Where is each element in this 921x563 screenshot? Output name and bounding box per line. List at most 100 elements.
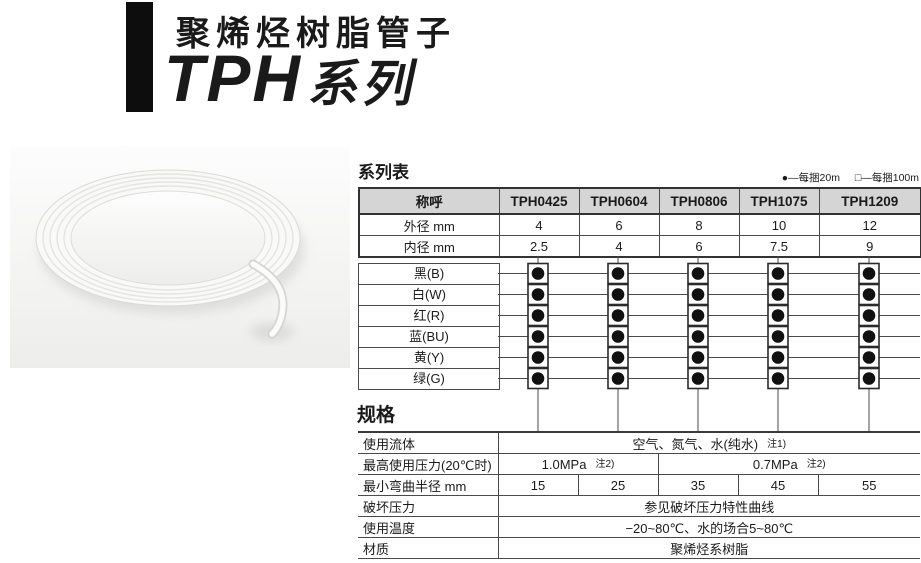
series-table-header-row: 称呼 TPH0425 TPH0604 TPH0806 TPH1075 TPH12… xyxy=(358,187,921,215)
availability-symbol-dot-in-square xyxy=(858,325,880,348)
bundle-legend: ●—每捆20m □—每捆100m xyxy=(770,170,919,185)
availability-symbol-dot-in-square xyxy=(527,346,549,369)
color-row-yellow: 黄(Y) xyxy=(359,348,499,369)
availability-symbol-dot-in-square xyxy=(687,262,709,285)
availability-symbol-dot-in-square xyxy=(687,346,709,369)
color-row-black: 黑(B) xyxy=(359,264,499,285)
note-marker: 注1) xyxy=(767,438,787,450)
spec-row-min-bend-radius: 最小弯曲半径 mm 15 25 35 45 55 xyxy=(358,474,921,496)
availability-symbol-dot-in-square xyxy=(607,283,629,306)
value-cell: 空气、氮气、水(纯水) 注1) xyxy=(497,432,921,454)
square-icon: □ xyxy=(854,172,862,184)
spec-row-burst-pressure: 破坏压力 参见破坏压力特性曲线 xyxy=(358,495,921,517)
value-cell: 8 xyxy=(658,213,740,236)
table-row-inner-diameter: 内径 mm 2.5 4 6 7.5 9 xyxy=(358,235,921,258)
value-cell: 6 xyxy=(658,235,740,258)
legend-item-100m: □—每捆100m xyxy=(854,172,919,184)
color-row-green: 绿(G) xyxy=(413,371,445,386)
row-label: 使用流体 xyxy=(358,432,499,454)
availability-symbol-dot-in-square xyxy=(527,283,549,306)
availability-symbol-dot-in-square xyxy=(687,325,709,348)
value-cell: 1.0MPa 注2) xyxy=(497,453,658,475)
availability-symbol-dot-in-square xyxy=(767,262,789,285)
availability-symbol-dot-in-square xyxy=(767,346,789,369)
availability-symbol-dot-in-square xyxy=(527,367,549,390)
value-cell: 55 xyxy=(817,474,921,496)
value-cell: 2.5 xyxy=(498,235,580,258)
series-code: TPH xyxy=(164,41,302,115)
availability-symbol-dot-in-square xyxy=(527,262,549,285)
value-cell: 45 xyxy=(737,474,818,496)
availability-symbol-dot-in-square xyxy=(767,283,789,306)
color-row-blue: 蓝(BU) xyxy=(359,327,499,348)
column-header-designation: 称呼 xyxy=(358,187,500,215)
availability-symbol-dot-in-square xyxy=(858,346,880,369)
value-cell: 聚烯烃系树脂 xyxy=(497,537,921,559)
availability-symbol-dot-in-square xyxy=(607,325,629,348)
page-title: 聚烯烃树脂管子 xyxy=(176,15,456,53)
availability-symbol-dot-in-square xyxy=(607,346,629,369)
table-row-outer-diameter: 外径 mm 4 6 8 10 12 xyxy=(358,213,921,236)
column-header-model: TPH0806 xyxy=(658,187,740,215)
availability-symbol-dot-in-square xyxy=(858,262,880,285)
availability-symbol-dot-in-square xyxy=(858,367,880,390)
series-table-heading: 系列表 xyxy=(358,163,409,182)
spec-row-fluid: 使用流体 空气、氮气、水(纯水) 注1) xyxy=(358,432,921,454)
spec-table-heading: 规格 xyxy=(357,405,396,426)
color-label-box: 黑(B) 白(W) 红(R) 蓝(BU) 黄(Y) 绿(G) xyxy=(358,263,500,390)
value-cell: 12 xyxy=(818,213,921,236)
note-marker: 注2) xyxy=(806,458,826,470)
value-cell: 15 xyxy=(497,474,578,496)
availability-symbol-dot-in-square xyxy=(858,304,880,327)
row-label: 破坏压力 xyxy=(358,495,499,517)
value-cell: 0.7MPa 注2) xyxy=(657,453,921,475)
row-label: 最高使用压力(20℃时) xyxy=(358,453,499,475)
availability-symbol-dot-in-square xyxy=(767,304,789,327)
availability-symbol-dot-in-square xyxy=(527,325,549,348)
value-cell: 25 xyxy=(577,474,658,496)
product-photo-tubing-coil xyxy=(10,146,350,368)
spec-table: 使用流体 空气、氮气、水(纯水) 注1) 最高使用压力(20℃时) 1.0MPa 注… xyxy=(358,431,921,559)
availability-symbol-dot-in-square xyxy=(767,325,789,348)
value-cell: 7.5 xyxy=(738,235,820,258)
availability-symbol-dot-in-square xyxy=(858,283,880,306)
availability-symbol-dot-in-square xyxy=(527,304,549,327)
legend-item-20m: ●—每捆20m xyxy=(781,172,840,184)
title-accent-bar xyxy=(126,2,153,112)
color-row-white: 白(W) xyxy=(359,285,499,306)
column-header-model: TPH0604 xyxy=(578,187,660,215)
value-cell: 4 xyxy=(498,213,580,236)
note-marker: 注2) xyxy=(595,458,615,470)
column-header-model: TPH0425 xyxy=(498,187,580,215)
value-cell: 10 xyxy=(738,213,820,236)
value-cell: 参见破坏压力特性曲线 xyxy=(497,495,921,517)
value-cell: −20~80℃、水的场合5~80℃ xyxy=(497,516,921,538)
availability-symbol-dot-in-square xyxy=(607,304,629,327)
availability-symbol-dot-in-square xyxy=(607,367,629,390)
series-suffix: 系列 xyxy=(305,56,426,112)
value-cell: 35 xyxy=(657,474,738,496)
row-label: 使用温度 xyxy=(358,516,499,538)
availability-matrix xyxy=(498,256,920,432)
value-cell: 9 xyxy=(818,235,921,258)
availability-symbol-dot-in-square xyxy=(687,304,709,327)
color-row-red: 红(R) xyxy=(359,306,499,327)
row-label: 最小弯曲半径 mm xyxy=(358,474,499,496)
series-title: TPH系列 xyxy=(164,40,425,116)
value-cell: 6 xyxy=(578,213,660,236)
availability-symbol-dot-in-square xyxy=(767,367,789,390)
availability-symbol-dot-in-square xyxy=(687,367,709,390)
row-label: 内径 mm xyxy=(358,235,500,258)
filled-circle-icon: ● xyxy=(781,172,789,184)
spec-row-operating-temperature: 使用温度 −20~80℃、水的场合5~80℃ xyxy=(358,516,921,538)
value-cell: 4 xyxy=(578,235,660,258)
column-header-model: TPH1209 xyxy=(818,187,921,215)
availability-symbol-dot-in-square xyxy=(687,283,709,306)
row-label: 外径 mm xyxy=(358,213,500,236)
column-header-model: TPH1075 xyxy=(738,187,820,215)
availability-symbol-dot-in-square xyxy=(607,262,629,285)
series-table: 称呼 TPH0425 TPH0604 TPH0806 TPH1075 TPH12… xyxy=(358,187,921,258)
row-label: 材质 xyxy=(358,537,499,559)
spec-row-material: 材质 聚烯烃系树脂 xyxy=(358,537,921,559)
